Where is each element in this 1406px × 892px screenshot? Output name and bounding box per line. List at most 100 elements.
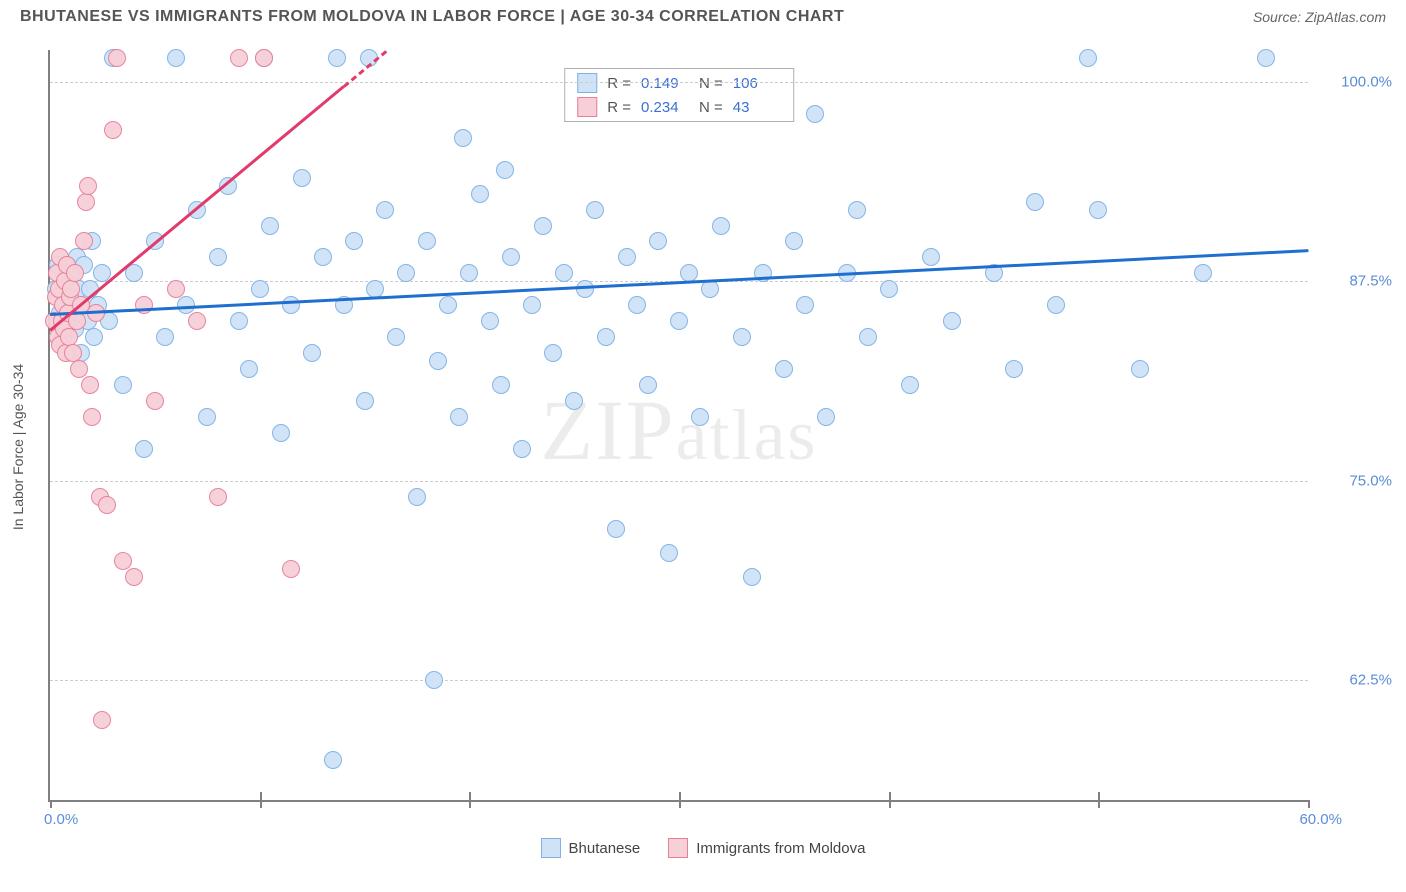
legend-item-2: Immigrants from Moldova bbox=[668, 838, 865, 858]
data-point bbox=[901, 376, 919, 394]
data-point bbox=[454, 129, 472, 147]
chart-title: BHUTANESE VS IMMIGRANTS FROM MOLDOVA IN … bbox=[20, 8, 844, 26]
gridline bbox=[50, 680, 1308, 681]
data-point bbox=[98, 496, 116, 514]
data-point bbox=[79, 177, 97, 195]
data-point bbox=[701, 280, 719, 298]
data-point bbox=[943, 312, 961, 330]
data-point bbox=[1005, 360, 1023, 378]
data-point bbox=[670, 312, 688, 330]
gridline bbox=[50, 481, 1308, 482]
data-point bbox=[114, 552, 132, 570]
legend-label: Bhutanese bbox=[569, 840, 641, 857]
data-point bbox=[775, 360, 793, 378]
stat-value: 43 bbox=[733, 99, 781, 116]
data-point bbox=[607, 520, 625, 538]
data-point bbox=[425, 671, 443, 689]
data-point bbox=[66, 264, 84, 282]
data-point bbox=[209, 488, 227, 506]
data-point bbox=[565, 392, 583, 410]
stat-label: R = bbox=[607, 75, 631, 92]
x-tick-inner bbox=[679, 792, 681, 800]
data-point bbox=[167, 280, 185, 298]
x-tick bbox=[679, 800, 681, 808]
chart-header: BHUTANESE VS IMMIGRANTS FROM MOLDOVA IN … bbox=[0, 0, 1406, 32]
data-point bbox=[114, 376, 132, 394]
data-point bbox=[230, 49, 248, 67]
data-point bbox=[660, 544, 678, 562]
data-point bbox=[62, 280, 80, 298]
chart-container: In Labor Force | Age 30-34 ZIPatlas R = … bbox=[0, 32, 1406, 862]
data-point bbox=[618, 248, 636, 266]
stat-label: N = bbox=[699, 75, 723, 92]
x-tick-inner bbox=[1098, 792, 1100, 800]
data-point bbox=[743, 568, 761, 586]
data-point bbox=[1131, 360, 1149, 378]
data-point bbox=[135, 296, 153, 314]
y-tick-label: 62.5% bbox=[1316, 672, 1392, 689]
legend-label: Immigrants from Moldova bbox=[696, 840, 865, 857]
data-point bbox=[796, 296, 814, 314]
data-point bbox=[77, 193, 95, 211]
x-axis-end-label: 60.0% bbox=[1299, 811, 1342, 828]
data-point bbox=[272, 424, 290, 442]
data-point bbox=[303, 344, 321, 362]
x-tick-inner bbox=[889, 792, 891, 800]
data-point bbox=[450, 408, 468, 426]
data-point bbox=[481, 312, 499, 330]
data-point bbox=[523, 296, 541, 314]
data-point bbox=[471, 185, 489, 203]
x-tick bbox=[1098, 800, 1100, 808]
stats-legend: R = 0.149 N = 106 R = 0.234 N = 43 bbox=[564, 68, 794, 122]
data-point bbox=[534, 217, 552, 235]
data-point bbox=[376, 201, 394, 219]
data-point bbox=[597, 328, 615, 346]
chart-source: Source: ZipAtlas.com bbox=[1253, 9, 1386, 25]
data-point bbox=[513, 440, 531, 458]
data-point bbox=[649, 232, 667, 250]
data-point bbox=[439, 296, 457, 314]
stat-value: 0.234 bbox=[641, 99, 689, 116]
data-point bbox=[261, 217, 279, 235]
data-point bbox=[544, 344, 562, 362]
data-point bbox=[70, 360, 88, 378]
data-point bbox=[712, 217, 730, 235]
data-point bbox=[733, 328, 751, 346]
y-axis-title: In Labor Force | Age 30-34 bbox=[10, 364, 26, 530]
data-point bbox=[397, 264, 415, 282]
watermark: ZIPatlas bbox=[541, 380, 818, 480]
data-point bbox=[555, 264, 573, 282]
data-point bbox=[576, 280, 594, 298]
data-point bbox=[848, 201, 866, 219]
data-point bbox=[408, 488, 426, 506]
data-point bbox=[209, 248, 227, 266]
bottom-legend: Bhutanese Immigrants from Moldova bbox=[0, 838, 1406, 858]
data-point bbox=[492, 376, 510, 394]
data-point bbox=[146, 392, 164, 410]
data-point bbox=[691, 408, 709, 426]
data-point bbox=[345, 232, 363, 250]
data-point bbox=[1194, 264, 1212, 282]
data-point bbox=[75, 232, 93, 250]
x-axis-start-label: 0.0% bbox=[44, 811, 78, 828]
stats-row-2: R = 0.234 N = 43 bbox=[565, 95, 793, 119]
data-point bbox=[922, 248, 940, 266]
y-tick-label: 87.5% bbox=[1316, 273, 1392, 290]
data-point bbox=[167, 49, 185, 67]
stat-label: N = bbox=[699, 99, 723, 116]
data-point bbox=[817, 408, 835, 426]
y-tick-label: 75.0% bbox=[1316, 472, 1392, 489]
stat-value: 0.149 bbox=[641, 75, 689, 92]
data-point bbox=[83, 408, 101, 426]
data-point bbox=[198, 408, 216, 426]
x-tick-inner bbox=[469, 792, 471, 800]
data-point bbox=[639, 376, 657, 394]
data-point bbox=[282, 296, 300, 314]
swatch-icon bbox=[577, 97, 597, 117]
plot-area: ZIPatlas R = 0.149 N = 106 R = 0.234 N =… bbox=[48, 50, 1308, 802]
data-point bbox=[108, 49, 126, 67]
swatch-icon bbox=[541, 838, 561, 858]
data-point bbox=[293, 169, 311, 187]
data-point bbox=[314, 248, 332, 266]
data-point bbox=[230, 312, 248, 330]
